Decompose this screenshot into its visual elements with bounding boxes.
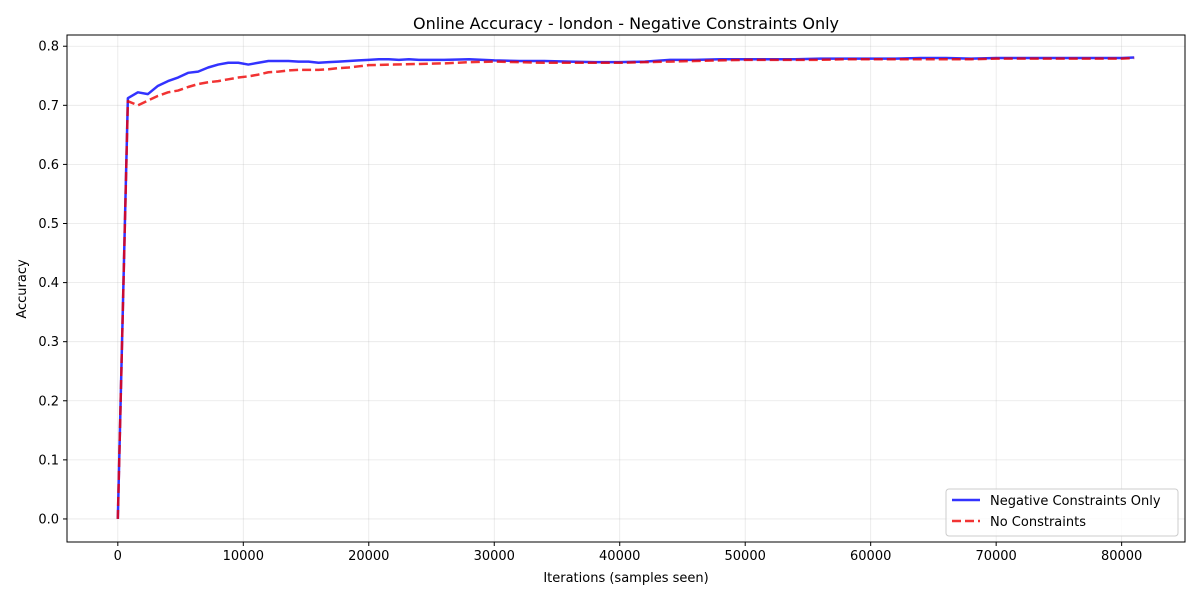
y-tick-label: 0.6 xyxy=(38,158,59,173)
axis-ticks: 0 10000 20000 30000 40000 50000 60000 70000 8000… xyxy=(38,40,1142,564)
y-tick-label: 0.8 xyxy=(38,40,59,55)
legend: Negative Constraints Only No Constraints xyxy=(945,488,1179,537)
y-tick-label: 0.1 xyxy=(38,453,59,468)
x-tick-label: 20000 xyxy=(348,549,389,564)
x-tick-label: 40000 xyxy=(599,549,640,564)
legend-label-negative-constraints: Negative Constraints Only xyxy=(990,494,1161,509)
x-tick-label: 30000 xyxy=(474,549,515,564)
y-tick-label: 0.5 xyxy=(38,217,59,232)
plot-frame xyxy=(66,34,1186,543)
y-tick-label: 0.4 xyxy=(38,276,59,291)
x-tick-label: 60000 xyxy=(850,549,891,564)
y-axis-label: Accuracy xyxy=(15,259,30,319)
x-tick-label: 0 xyxy=(114,549,122,564)
x-tick-label: 80000 xyxy=(1101,549,1142,564)
chart-title: Online Accuracy - london - Negative Cons… xyxy=(413,14,839,33)
y-tick-label: 0.2 xyxy=(38,394,59,409)
x-tick-label: 10000 xyxy=(223,549,264,564)
legend-box xyxy=(945,488,1179,537)
y-tick-label: 0.3 xyxy=(38,335,59,350)
x-tick-label: 70000 xyxy=(975,549,1016,564)
y-tick-label: 0.0 xyxy=(38,512,59,527)
x-axis-label: Iterations (samples seen) xyxy=(543,571,708,586)
y-tick-label: 0.7 xyxy=(38,99,59,114)
legend-label-no-constraints: No Constraints xyxy=(990,515,1086,530)
series-lines xyxy=(116,56,1135,519)
x-tick-label: 50000 xyxy=(725,549,766,564)
